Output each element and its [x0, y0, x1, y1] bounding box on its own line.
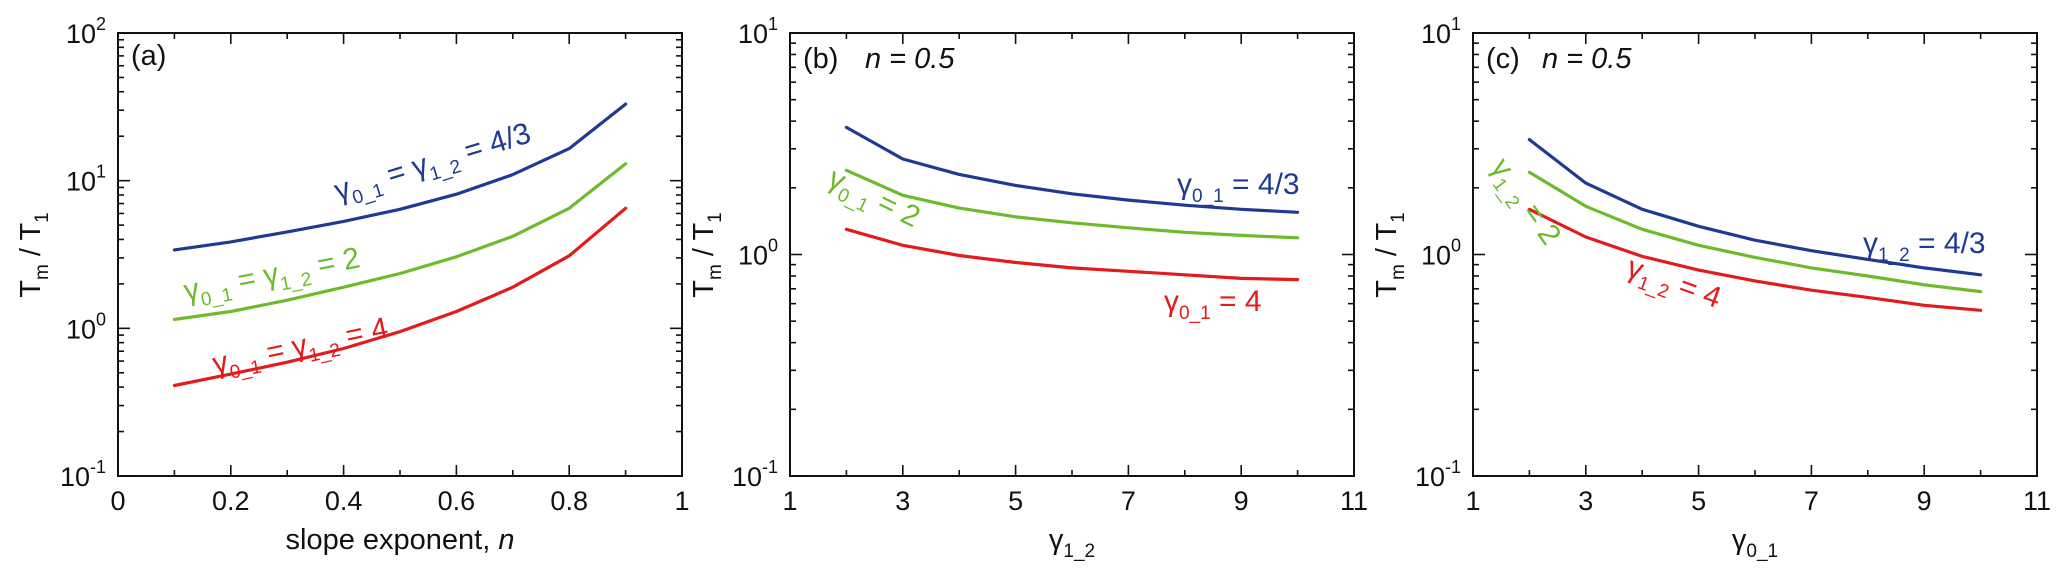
panel-c-ytick-label: 101: [1421, 14, 1461, 49]
panel-c-label: (c): [1486, 43, 1520, 75]
panel-b-xlabel: γ1_2: [1049, 524, 1095, 562]
panel-a-xtick-label: 0: [110, 486, 125, 516]
panel-b-label: (b): [803, 43, 838, 75]
panel-c-ylabel: Tm / T1: [1371, 212, 1409, 298]
panel-a-xtick-label: 0.4: [325, 486, 363, 516]
panel-b-ticks: 1 3 5 7 9 11 10-1 100 101: [732, 14, 1368, 516]
panel-a-label: (a): [131, 40, 166, 72]
panel-a-frame: [117, 32, 683, 477]
panel-a-series-green: [172, 162, 628, 321]
panel-b-series-label-red: γ0_1 = 4: [1164, 285, 1262, 324]
panel-c-series-red: [1527, 207, 1983, 312]
panel-a-ytick-label: 100: [66, 309, 106, 344]
panel-c-xtick-label: 7: [1804, 486, 1819, 516]
panel-a-ytick-label: 10-1: [60, 457, 106, 492]
panel-c-annotation: n = 0.5: [1542, 43, 1632, 75]
panel-a-xtick-label: 0.8: [550, 486, 588, 516]
panel-c-xtick-label: 5: [1691, 486, 1706, 516]
panel-b-series-label-green: γ0_1 = 2: [820, 162, 925, 240]
panel-a-series-label-red: γ0_1 = γ1_2 = 4: [210, 311, 393, 386]
panel-b-annotation: n = 0.5: [865, 43, 955, 75]
panel-c-xtick-label: 9: [1917, 486, 1932, 516]
panel-c: 1 3 5 7 9 11 10-1 100 101 (c) n = 0.5 γ0_1 Tm / …: [1371, 14, 2051, 562]
panel-b-xtick-label: 5: [1008, 486, 1023, 516]
panel-b-frame: [789, 32, 1355, 477]
panel-b-xtick-label: 7: [1121, 486, 1136, 516]
panel-b-series-label-blue: γ0_1 = 4/3: [1177, 168, 1300, 207]
panel-a-xtick-label: 0.6: [438, 486, 476, 516]
panel-c-ytick-label: 10-1: [1415, 457, 1461, 492]
panel-b-xtick-label: 9: [1234, 486, 1249, 516]
panel-b-ylabel: Tm / T1: [688, 212, 726, 298]
panel-a-ytick-label: 102: [66, 14, 106, 49]
panel-b-xtick-label: 1: [782, 486, 797, 516]
panel-a-series: [172, 102, 628, 388]
panel-b-series-blue: [844, 125, 1300, 214]
panel-c-xlabel: γ0_1: [1732, 524, 1778, 562]
panel-c-ytick-label: 100: [1421, 236, 1461, 271]
panel-b-series-red: [844, 227, 1300, 282]
panel-b-xtick-label: 3: [895, 486, 910, 516]
panel-c-xtick-label: 11: [2023, 486, 2051, 516]
panel-a-ytick-label: 101: [66, 162, 106, 197]
panel-a-ticks: 0 0.2 0.4 0.6 0.8 1 10-1 100 101 102: [60, 14, 690, 516]
panel-c-series: [1527, 138, 1983, 312]
panel-b-series-green: [844, 168, 1300, 240]
panel-a: 0 0.2 0.4 0.6 0.8 1 10-1 100 101 102 (a) slope ex…: [15, 14, 690, 556]
panel-c-series-label-red: γ1_2 = 4: [1621, 251, 1726, 321]
panel-c-xtick-label: 3: [1578, 486, 1593, 516]
panel-b-series: [844, 125, 1300, 282]
panel-a-xtick-label: 0.2: [212, 486, 250, 516]
panel-a-xtick-label: 1: [674, 486, 689, 516]
panel-b-xtick-label: 11: [1340, 486, 1368, 516]
panel-a-series-red: [172, 206, 628, 388]
panel-a-ylabel: Tm / T1: [15, 212, 53, 298]
panel-c-series-label-blue: γ1_2 = 4/3: [1863, 227, 1986, 266]
panel-c-ticks: 1 3 5 7 9 11 10-1 100 101: [1415, 14, 2051, 516]
panel-c-series-blue: [1527, 138, 1983, 277]
panel-b-ytick-label: 10-1: [732, 457, 778, 492]
panel-b: 1 3 5 7 9 11 10-1 100 101 (b) n = 0.5 γ1_2 Tm / …: [688, 14, 1368, 562]
panel-b-ytick-label: 101: [738, 14, 778, 49]
panel-b-ytick-label: 100: [738, 236, 778, 271]
panel-a-xlabel: slope exponent, n: [286, 524, 515, 556]
panel-a-series-blue: [172, 102, 628, 252]
panel-c-series-green: [1527, 170, 1983, 294]
panel-c-xtick-label: 1: [1465, 486, 1480, 516]
panel-c-series-label-green: γ1_2 = 2: [1479, 152, 1567, 254]
